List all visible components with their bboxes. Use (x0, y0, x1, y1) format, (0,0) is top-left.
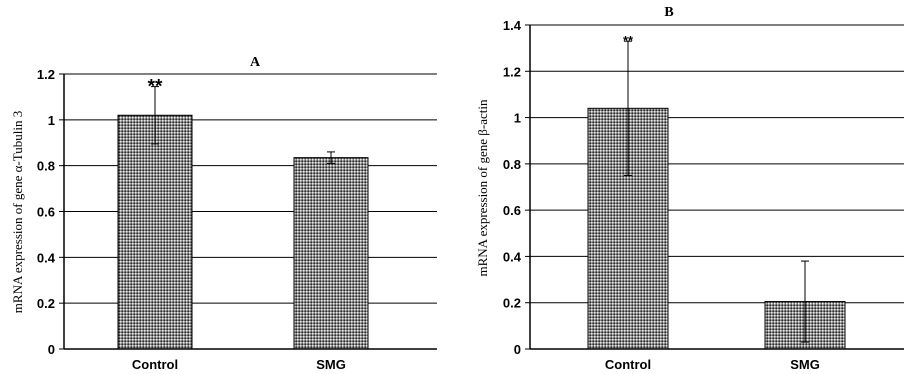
chart-b-error-bar-control (624, 40, 632, 176)
chart-b-gridlines (530, 24, 904, 304)
chart-a-annotations: ** (148, 77, 163, 98)
chart-a-y-tick-label: 0.4 (37, 250, 56, 265)
chart-b-category-label: SMG (790, 357, 820, 372)
chart-a-category-label: Control (132, 357, 178, 372)
chart-a-category-label: SMG (316, 357, 346, 372)
chart-a-significance-marker: ** (148, 77, 163, 98)
chart-b-category-label: Control (605, 357, 651, 372)
chart-a-y-tick-label: 0.6 (37, 205, 55, 220)
chart-a-error-bar-control (151, 86, 159, 145)
chart-a-y-tick-label: 1.2 (37, 67, 55, 82)
chart-a-title: A (250, 55, 261, 70)
chart-b-y-tick-label: 1.2 (503, 64, 521, 79)
chart-a-y-tick-label: 0.2 (37, 296, 55, 311)
chart-b-y-tick-label: 0.4 (503, 249, 522, 264)
chart-a-categories: Control SMG (132, 357, 346, 372)
chart-b-significance-marker: ** (623, 33, 634, 48)
chart-b-y-ticks: 0 0.2 0.4 0.6 0.8 1 1.2 1.4 (503, 18, 530, 357)
chart-a-bars (117, 114, 369, 350)
chart-b-y-axis-label: mRNA expression of gene β-actin (475, 99, 490, 277)
chart-a-y-tick-label: 1 (48, 113, 55, 128)
chart-b-annotations: ** (623, 33, 634, 48)
chart-b-y-tick-label: 0.6 (503, 203, 521, 218)
chart-a-error-bar-smg (327, 151, 335, 164)
chart-a-y-tick-label: 0 (48, 342, 55, 357)
chart-b-y-tick-label: 0 (514, 342, 521, 357)
chart-b-error-bars (624, 40, 809, 343)
chart-a-bar-control (117, 114, 193, 350)
chart-a-bar-smg (293, 157, 369, 350)
chart-b: B mRNA expression of gene β-actin 0 0.2 0.… (475, 5, 904, 372)
chart-b-y-tick-label: 0.2 (503, 296, 521, 311)
chart-a: A mRNA expression of gene α-Tubulin 3 00… (10, 55, 437, 372)
chart-b-bars (587, 107, 846, 350)
chart-a-y-ticks: 0 0.2 0.4 0.6 0.8 1 1.2 (37, 67, 64, 357)
chart-b-y-tick-label: 0.8 (503, 157, 521, 172)
chart-a-y-tick-label: 0.8 (37, 159, 55, 174)
chart-a-error-bars (151, 86, 335, 164)
chart-b-y-tick-label: 1.4 (503, 18, 522, 33)
chart-b-title: B (664, 5, 673, 20)
chart-b-y-tick-label: 1 (514, 111, 521, 126)
chart-a-y-axis-label: mRNA expression of gene α-Tubulin 3 (10, 111, 25, 313)
chart-b-categories: Control SMG (605, 357, 820, 372)
chart-b-error-bar-smg (801, 260, 809, 343)
